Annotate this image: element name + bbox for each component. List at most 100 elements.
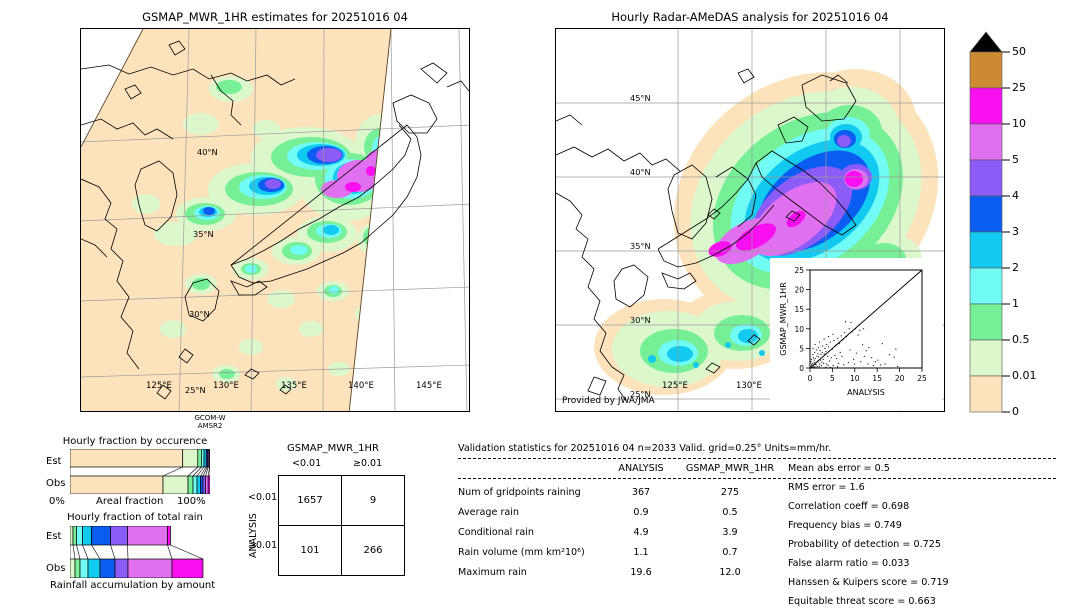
sensor-label: GCOM-W AMSR2 bbox=[160, 414, 260, 430]
svg-text:15: 15 bbox=[872, 374, 882, 383]
svg-text:0: 0 bbox=[808, 374, 813, 383]
left-map-lon-tick-3: 140°E bbox=[348, 381, 374, 391]
validation-score-1: RMS error = 1.6 bbox=[788, 482, 865, 493]
total-rain-est-label: Est bbox=[46, 531, 62, 542]
total-rain-obs-label: Obs bbox=[46, 563, 66, 574]
validation-row-label-2: Conditional rain bbox=[458, 527, 534, 538]
data-credit: Provided by JWA/JMA bbox=[562, 396, 655, 406]
scatter-inset: 0 5 10 15 20 25 0 5 10 15 20 25 ANALYSIS GSMAP_M… bbox=[770, 258, 942, 410]
colorbar-tick-3: 3 bbox=[1012, 225, 1019, 238]
svg-text:25: 25 bbox=[917, 374, 927, 383]
colorbar-tick-25: 25 bbox=[1012, 81, 1026, 94]
sensor-name-line1: GCOM-W bbox=[194, 414, 226, 422]
contingency-row-header-1: ≥0.01 bbox=[248, 540, 278, 551]
total-rain-chart-graphic bbox=[69, 525, 210, 579]
svg-text:25°N: 25°N bbox=[185, 385, 206, 395]
colorbar-tick-0: 0 bbox=[1012, 405, 1019, 418]
occurrence-axis-label: Areal fraction bbox=[96, 496, 164, 507]
svg-text:25: 25 bbox=[794, 266, 804, 275]
validation-row-analysis-3: 1.1 bbox=[633, 547, 649, 558]
svg-text:30°N: 30°N bbox=[189, 309, 210, 319]
colorbar-tick-4: 4 bbox=[1012, 189, 1019, 202]
sensor-name-line2: AMSR2 bbox=[197, 422, 223, 431]
colorbar-tick-0.5: 0.5 bbox=[1012, 333, 1030, 346]
table-row: 101 266 bbox=[278, 525, 405, 576]
svg-text:40°N: 40°N bbox=[630, 167, 651, 177]
svg-text:30°N: 30°N bbox=[630, 315, 651, 325]
contingency-col-header-1: ≥0.01 bbox=[353, 458, 383, 469]
validation-score-7: Equitable threat score = 0.663 bbox=[788, 596, 936, 607]
svg-text:10: 10 bbox=[794, 325, 804, 334]
svg-text:25°N: 25°N bbox=[630, 389, 651, 399]
occurrence-chart-graphic bbox=[69, 448, 211, 495]
validation-score-6: Hanssen & Kuipers score = 0.719 bbox=[788, 577, 949, 588]
svg-text:35°N: 35°N bbox=[193, 229, 214, 239]
svg-text:15: 15 bbox=[794, 305, 804, 314]
occurrence-bar-obs bbox=[69, 475, 211, 495]
validation-row-label-1: Average rain bbox=[458, 507, 520, 518]
svg-text:20: 20 bbox=[895, 374, 905, 383]
colorbar-tick-1: 1 bbox=[1012, 297, 1019, 310]
left-map-lon-tick-2: 135°E bbox=[281, 381, 307, 391]
validation-row-label-4: Maximum rain bbox=[458, 567, 527, 578]
colorbar-tick-0.01: 0.01 bbox=[1012, 369, 1037, 382]
validation-row-gsmap-4: 12.0 bbox=[719, 567, 741, 578]
left-map-lon-tick-1: 130°E bbox=[213, 381, 239, 391]
left-map-lon-tick-0: 125°E bbox=[146, 381, 172, 391]
validation-row-gsmap-3: 0.7 bbox=[722, 547, 738, 558]
left-map-graphic: 40°N 35°N 30°N 25°N bbox=[81, 29, 469, 411]
svg-text:5: 5 bbox=[830, 374, 835, 383]
contingency-row-header-0: <0.01 bbox=[248, 492, 278, 503]
svg-text:0: 0 bbox=[799, 364, 804, 373]
scatter-plot-graphic: 0 5 10 15 20 25 0 5 10 15 20 25 ANALYSIS GSMAP_M… bbox=[770, 258, 942, 410]
contingency-table: 1657 9 101 266 bbox=[278, 475, 405, 576]
svg-text:GSMAP_MWR_1HR: GSMAP_MWR_1HR bbox=[779, 282, 788, 356]
svg-text:ANALYSIS: ANALYSIS bbox=[847, 388, 885, 397]
left-panel-title: GSMAP_MWR_1HR estimates for 20251016 04 bbox=[142, 10, 408, 24]
svg-text:45°N: 45°N bbox=[630, 93, 651, 103]
validation-row-gsmap-2: 3.9 bbox=[722, 527, 738, 538]
svg-text:40°N: 40°N bbox=[197, 147, 218, 157]
validation-row-gsmap-0: 275 bbox=[720, 487, 740, 498]
validation-row-gsmap-1: 0.5 bbox=[722, 507, 738, 518]
occurrence-est-label: Est bbox=[46, 456, 62, 467]
occurrence-axis-left-label: 0% bbox=[49, 496, 65, 507]
colorbar-tick-50: 50 bbox=[1012, 45, 1026, 58]
right-map-lon-tick-0: 125°E bbox=[662, 381, 688, 391]
svg-text:5: 5 bbox=[799, 344, 804, 353]
svg-text:20: 20 bbox=[794, 286, 804, 295]
svg-text:35°N: 35°N bbox=[630, 241, 651, 251]
contingency-row-axis-title: ANALYSIS bbox=[248, 513, 259, 558]
svg-text:10: 10 bbox=[850, 374, 860, 383]
total-rain-bar-est bbox=[69, 525, 171, 546]
validation-divider-mid bbox=[458, 478, 1056, 479]
contingency-cell-hit: 266 bbox=[341, 525, 405, 576]
table-row: 1657 9 bbox=[278, 475, 405, 526]
contingency-col-axis-title: GSMAP_MWR_1HR bbox=[287, 443, 379, 454]
validation-row-analysis-0: 367 bbox=[631, 487, 651, 498]
colorbar-tick-5: 5 bbox=[1012, 153, 1019, 166]
validation-score-5: False alarm ratio = 0.033 bbox=[788, 558, 910, 569]
validation-score-0: Mean abs error = 0.5 bbox=[788, 463, 890, 474]
right-map-panel: 45°N 40°N 35°N 30°N 25°N bbox=[555, 28, 945, 412]
colorbar-graphic bbox=[969, 31, 1010, 413]
contingency-cell-miss: 101 bbox=[278, 525, 342, 576]
validation-row-analysis-1: 0.9 bbox=[633, 507, 649, 518]
validation-col-gsmap: GSMAP_MWR_1HR bbox=[685, 463, 775, 474]
colorbar-tick-10: 10 bbox=[1012, 117, 1026, 130]
colorbar-tick-2: 2 bbox=[1012, 261, 1019, 274]
validation-score-4: Probability of detection = 0.725 bbox=[788, 539, 941, 550]
validation-row-label-0: Num of gridpoints raining bbox=[458, 487, 581, 498]
total-rain-chart-title: Hourly fraction of total rain bbox=[67, 512, 203, 523]
colorbar: 50 25 10 5 4 3 2 1 0.5 0.01 0 bbox=[962, 28, 1058, 418]
validation-score-2: Correlation coeff = 0.698 bbox=[788, 501, 910, 512]
validation-divider-top bbox=[458, 458, 1056, 459]
validation-row-analysis-4: 19.6 bbox=[630, 567, 652, 578]
contingency-cell-false-alarm: 9 bbox=[341, 475, 405, 526]
right-map-lon-tick-1: 130°E bbox=[736, 381, 762, 391]
occurrence-axis-right-label: 100% bbox=[177, 496, 206, 507]
validation-row-label-3: Rain volume (mm km²10⁶) bbox=[458, 547, 585, 558]
validation-row-analysis-2: 4.9 bbox=[633, 527, 649, 538]
contingency-cell-hit-none: 1657 bbox=[278, 475, 342, 526]
